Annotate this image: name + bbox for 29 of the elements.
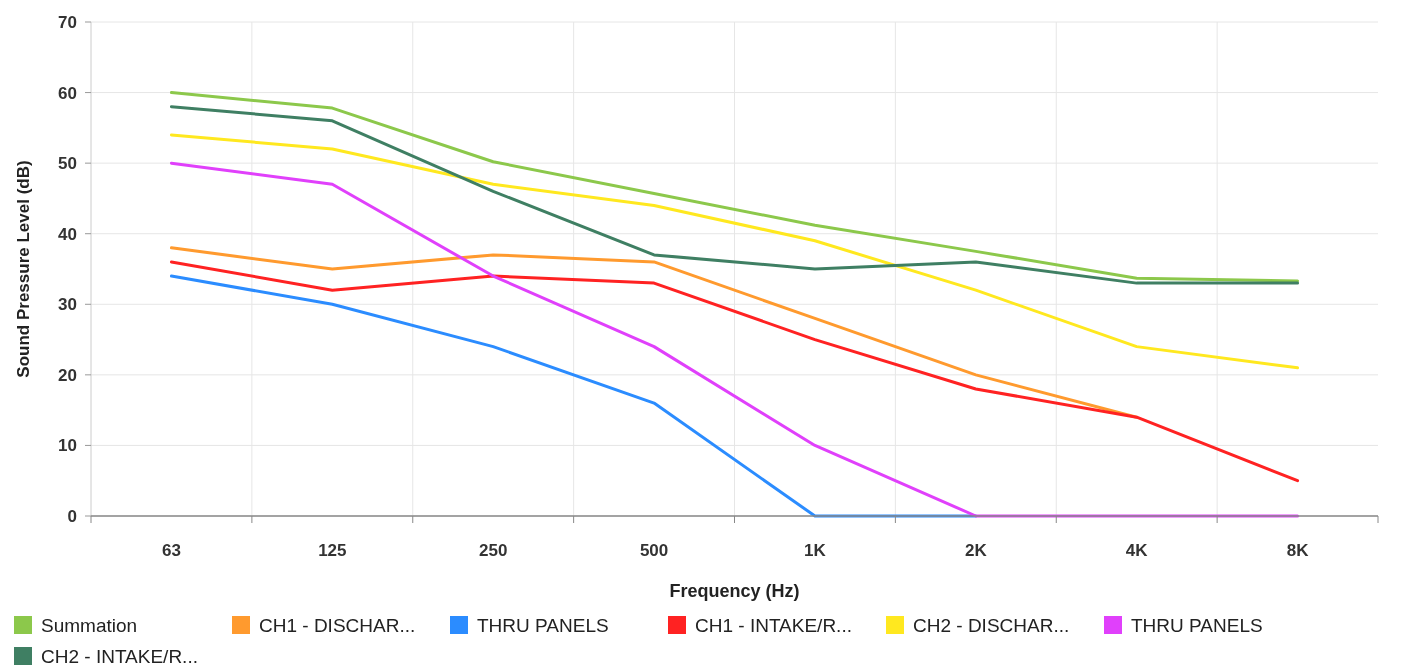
y-tick-label: 60 [58,83,77,103]
y-tick-label: 0 [67,506,77,526]
line-series [169,133,1300,370]
y-tick-label: 20 [58,365,77,385]
x-tick-label: 250 [479,541,508,560]
y-tick-label: 40 [58,224,77,244]
x-tick-label: 500 [639,541,669,560]
x-axis-title: Frequency (Hz) [669,581,800,601]
line-series [169,260,1300,483]
x-tick-label: 4K [1125,541,1149,560]
legend-label: THRU PANELS [477,614,609,636]
x-tick-label: 2K [964,541,988,560]
y-tick-label: 50 [58,154,77,174]
x-tick-label: 125 [318,541,347,560]
legend-label: Summation [41,614,138,636]
line-series [169,274,978,518]
legend-label: CH1 - INTAKE/R... [695,614,852,636]
x-tick-label: 1K [804,541,827,560]
y-axis-title: Sound Pressure Level (dB) [14,160,33,378]
legend-label: CH2 - INTAKE/R... [41,645,198,666]
y-tick-label: 10 [58,436,77,456]
line-series [169,161,1300,518]
y-tick-label: 70 [58,12,77,32]
y-tick-label: 30 [58,295,77,315]
legend-label: CH2 - DISCHAR... [913,614,1070,636]
x-tick-label: 63 [161,541,181,560]
legend-label: CH1 - DISCHAR... [259,614,416,636]
legend-label: THRU PANELS [1131,614,1263,636]
x-tick-label: 8K [1286,541,1310,560]
